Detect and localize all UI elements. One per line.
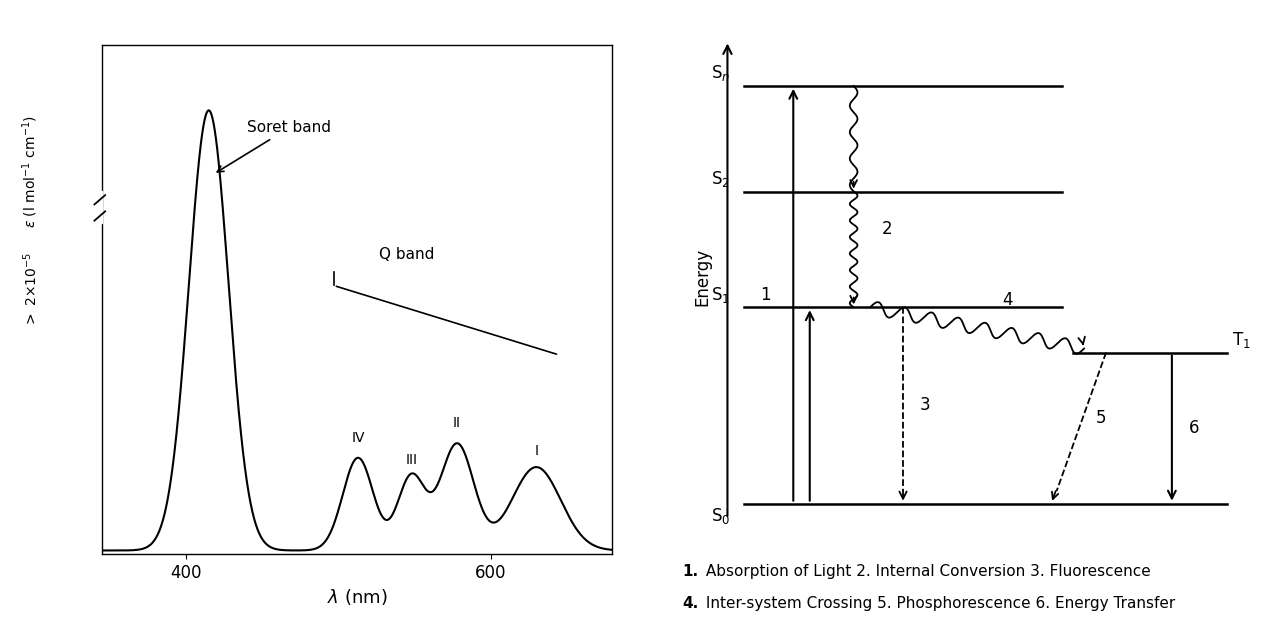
Text: S$_n$: S$_n$ [711, 63, 730, 83]
Text: S$_0$: S$_0$ [711, 506, 730, 526]
Text: Inter-system Crossing 5. Phosphorescence 6. Energy Transfer: Inter-system Crossing 5. Phosphorescence… [701, 596, 1175, 611]
Text: III: III [406, 453, 417, 467]
Text: T$_1$: T$_1$ [1233, 330, 1250, 350]
Text: Soret band: Soret band [217, 120, 330, 172]
Text: $>$ 2$\times$10$^{-5}$: $>$ 2$\times$10$^{-5}$ [22, 252, 40, 327]
Text: S$_2$: S$_2$ [711, 169, 730, 189]
Text: 4.: 4. [683, 596, 699, 611]
Text: 4: 4 [1002, 290, 1013, 309]
Text: Q band: Q band [379, 247, 435, 262]
Text: 5: 5 [1095, 409, 1106, 427]
Text: 3: 3 [920, 396, 930, 415]
Text: 6: 6 [1188, 419, 1199, 437]
Text: $\varepsilon$ (l mol$^{-1}$ cm$^{-1}$): $\varepsilon$ (l mol$^{-1}$ cm$^{-1}$) [20, 115, 41, 229]
Text: Absorption of Light 2. Internal Conversion 3. Fluorescence: Absorption of Light 2. Internal Conversi… [701, 564, 1150, 579]
Text: IV: IV [351, 431, 365, 445]
Text: 1: 1 [760, 286, 771, 304]
Text: II: II [453, 416, 461, 430]
X-axis label: $\lambda$ (nm): $\lambda$ (nm) [327, 587, 388, 608]
Text: Energy: Energy [694, 248, 712, 306]
Text: 1.: 1. [683, 564, 699, 579]
Bar [89, 190, 102, 223]
Text: 2: 2 [882, 220, 892, 238]
Text: I: I [535, 444, 538, 458]
Text: S$_1$: S$_1$ [711, 285, 730, 304]
